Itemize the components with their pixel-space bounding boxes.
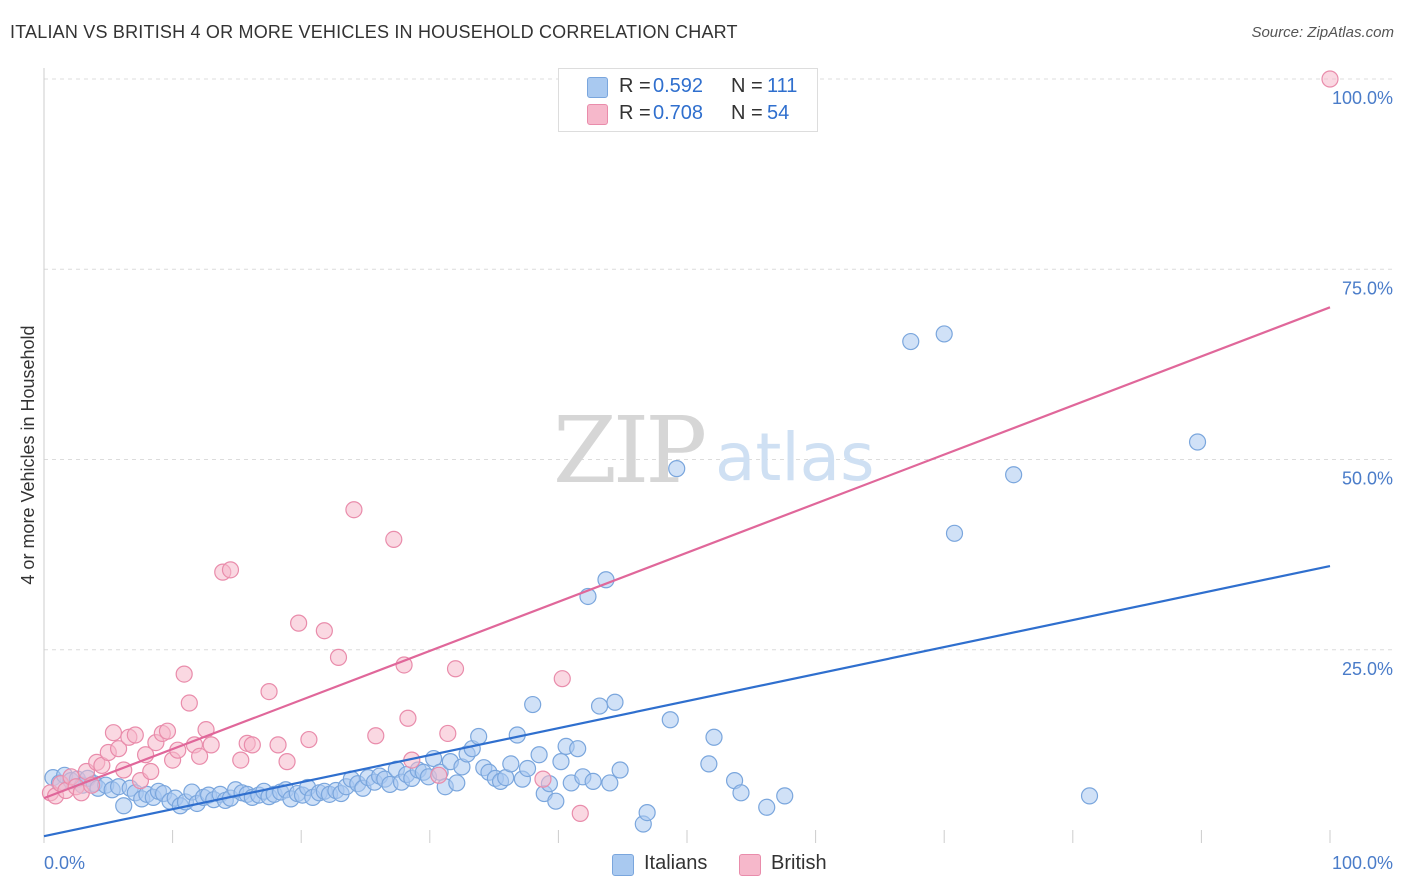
british-n-label: N = xyxy=(731,102,763,124)
x-tick-label-max: 100.0% xyxy=(1332,853,1393,873)
british-point xyxy=(300,730,318,749)
correlation-legend: R = 0.592 N = 111 R = 0.708 N = 54 xyxy=(558,68,818,132)
y-tick-label: 75.0% xyxy=(1342,278,1393,298)
italians-point xyxy=(776,787,794,805)
british-point xyxy=(329,648,348,666)
british-point xyxy=(104,724,123,742)
italians-n-value: 111 xyxy=(767,75,798,97)
italians-point xyxy=(524,695,542,714)
british-point xyxy=(232,751,250,769)
british-point xyxy=(191,747,209,765)
italians-point xyxy=(945,524,964,542)
italians-point xyxy=(584,772,602,791)
italians-swatch xyxy=(587,77,608,98)
italians-point xyxy=(668,460,686,478)
bottom-italians-label: Italians xyxy=(644,852,708,874)
italians-point xyxy=(1080,787,1099,805)
british-point xyxy=(446,660,465,678)
tick-labels: 25.0% 50.0% 75.0% 100.0% 0.0% 100.0% xyxy=(44,88,1393,873)
british-swatch xyxy=(587,104,608,125)
italians-point xyxy=(606,693,624,711)
british-point xyxy=(290,614,308,632)
trend-lines xyxy=(43,306,1331,838)
british-point xyxy=(158,722,177,740)
italians-point xyxy=(611,761,629,779)
british-point xyxy=(202,736,220,754)
british-point xyxy=(1321,70,1339,88)
italians-point xyxy=(935,325,953,343)
italians-point xyxy=(530,746,548,764)
grid-lines xyxy=(44,78,1396,651)
x-tick-label-min: 0.0% xyxy=(44,853,85,873)
british-point xyxy=(109,740,128,758)
italians-point xyxy=(552,753,570,771)
italians-point xyxy=(115,797,133,815)
british-point xyxy=(439,724,457,743)
bottom-british-swatch xyxy=(739,854,761,876)
british-n-value: 54 xyxy=(767,102,790,124)
chart-title: ITALIAN VS BRITISH 4 OR MORE VEHICLES IN… xyxy=(10,22,738,42)
british-point xyxy=(385,530,403,549)
italians-point xyxy=(569,740,587,758)
bottom-italians-swatch xyxy=(612,854,634,876)
italians-point xyxy=(661,711,679,729)
british-point xyxy=(180,694,198,712)
italians-point xyxy=(601,774,619,792)
italians-point xyxy=(758,798,776,816)
italians-point xyxy=(470,727,488,746)
british-r-label: R = xyxy=(619,102,651,124)
italians-point xyxy=(700,755,718,773)
british-point xyxy=(430,766,448,784)
italians-r-value: 0.592 xyxy=(653,75,704,97)
y-tick-label: 100.0% xyxy=(1332,88,1393,108)
y-tick-label: 50.0% xyxy=(1342,469,1393,489)
british-point xyxy=(126,726,144,744)
british-point xyxy=(315,622,333,640)
british-point xyxy=(260,683,278,701)
british-trend-line xyxy=(43,306,1331,800)
british-point xyxy=(243,736,261,754)
british-r-value: 0.708 xyxy=(653,102,704,124)
italians-point xyxy=(638,804,656,822)
bottom-british-label: British xyxy=(771,852,827,874)
british-point xyxy=(142,762,160,781)
british-point xyxy=(399,709,417,727)
italians-trend-line xyxy=(43,564,1331,838)
italians-point xyxy=(590,697,609,715)
y-tick-label: 25.0% xyxy=(1342,659,1393,679)
british-point xyxy=(175,665,193,683)
italians-point xyxy=(547,792,565,810)
british-point xyxy=(221,561,240,579)
italians-point xyxy=(1005,466,1023,484)
british-point xyxy=(395,656,413,674)
british-points xyxy=(41,70,1339,822)
axes xyxy=(43,68,1331,843)
british-point xyxy=(367,727,385,745)
italians-point xyxy=(732,784,750,802)
italians-point xyxy=(518,759,537,778)
italians-point xyxy=(448,774,466,792)
italians-point xyxy=(1188,433,1207,451)
british-point xyxy=(534,770,552,788)
british-point xyxy=(345,501,363,519)
british-point xyxy=(571,804,589,822)
italians-point xyxy=(705,728,723,746)
british-point xyxy=(278,753,296,771)
italians-n-label: N = xyxy=(731,75,763,97)
source-label: Source: ZipAtlas.com xyxy=(1251,24,1394,41)
italians-point xyxy=(902,332,920,351)
british-point xyxy=(553,670,571,688)
y-axis-label: 4 or more Vehicles in Household xyxy=(18,325,38,584)
british-point xyxy=(269,736,287,754)
italians-r-label: R = xyxy=(619,75,651,97)
italians-point xyxy=(502,755,520,773)
